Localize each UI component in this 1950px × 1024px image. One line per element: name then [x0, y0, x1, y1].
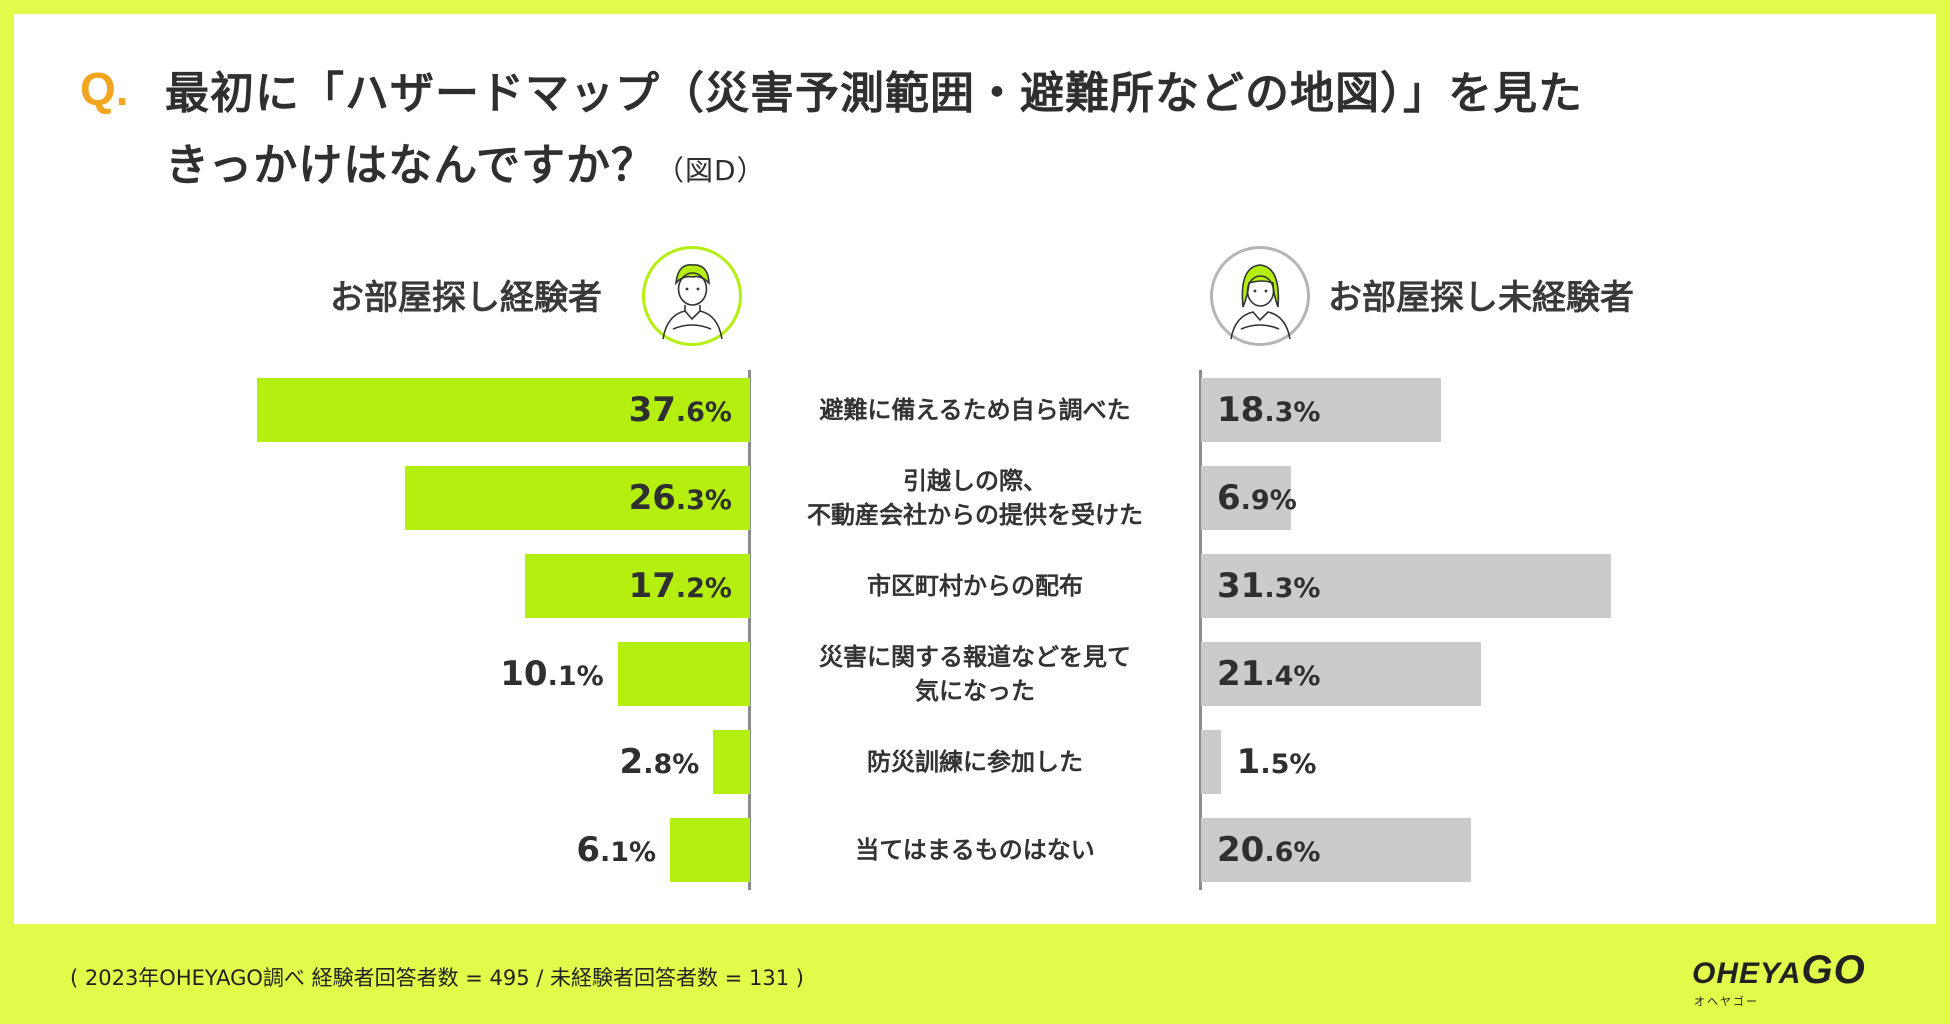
category-label: 災害に関する報道などを見て 気になった	[819, 643, 1131, 705]
bar-inexperienced	[1201, 642, 1482, 706]
value-label-inexperienced: 20.6%	[1217, 830, 1321, 870]
value-label-experienced: 26.3%	[628, 478, 732, 518]
legend-experienced: お部屋探し経験者	[330, 278, 602, 318]
bar-experienced	[257, 378, 750, 442]
bar-experienced	[405, 466, 750, 530]
bar-inexperienced	[1201, 818, 1471, 882]
bar-experienced	[713, 730, 750, 794]
chart-card	[14, 14, 1936, 924]
category-label: 避難に備えるため自ら調べた	[819, 396, 1131, 424]
value-label-inexperienced: 18.3%	[1217, 390, 1321, 430]
figure-label: （図D）	[656, 154, 766, 187]
woman-avatar-icon	[1210, 246, 1310, 346]
bar-inexperienced	[1201, 554, 1612, 618]
bar-inexperienced	[1201, 730, 1221, 794]
logo-subtext: オヘヤゴー	[1694, 995, 1759, 1008]
category-label: 当てはまるものはない	[855, 836, 1095, 864]
logo-go: GO	[1801, 948, 1866, 992]
logo-text: OHEYA	[1692, 957, 1802, 990]
category-label: 防災訓練に参加した	[867, 748, 1083, 776]
value-label-inexperienced: 1.5%	[1236, 742, 1317, 782]
bar-experienced	[670, 818, 750, 882]
value-label-inexperienced: 31.3%	[1217, 566, 1321, 606]
bar-inexperienced	[1201, 378, 1441, 442]
bar-experienced	[617, 642, 750, 706]
value-label-experienced: 37.6%	[628, 390, 732, 430]
man-avatar-icon	[642, 246, 742, 346]
left-axis-line	[748, 370, 751, 890]
survey-footnote: ( 2023年OHEYAGO調べ 経験者回答者数 = 495 / 未経験者回答者…	[70, 966, 804, 990]
bar-experienced	[524, 554, 750, 618]
value-label-experienced: 6.1%	[576, 830, 657, 870]
category-label: 引越しの際、 不動産会社からの提供を受けた	[807, 467, 1143, 529]
value-label-experienced: 17.2%	[628, 566, 732, 606]
value-label-inexperienced: 6.9%	[1217, 478, 1297, 518]
title-line-2: きっかけはなんですか？	[165, 140, 657, 191]
title-line-1: 最初に「ハザードマップ（災害予測範囲・避難所などの地図）」を見た	[165, 68, 1583, 119]
legend-inexperienced: お部屋探し未経験者	[1328, 278, 1634, 318]
question-mark: Q.	[80, 63, 129, 115]
oheyago-logo: OHEYAGO オヘヤゴー	[1692, 948, 1866, 1009]
value-label-inexperienced: 21.4%	[1217, 654, 1321, 694]
value-label-experienced: 10.1%	[500, 654, 604, 694]
category-label: 市区町村からの配布	[867, 572, 1083, 600]
value-label-experienced: 2.8%	[619, 742, 700, 782]
right-axis-line	[1199, 370, 1202, 890]
page-title: 最初に「ハザードマップ（災害予測範囲・避難所などの地図）」を見た きっかけはなん…	[165, 58, 1583, 207]
bar-inexperienced	[1201, 466, 1292, 530]
